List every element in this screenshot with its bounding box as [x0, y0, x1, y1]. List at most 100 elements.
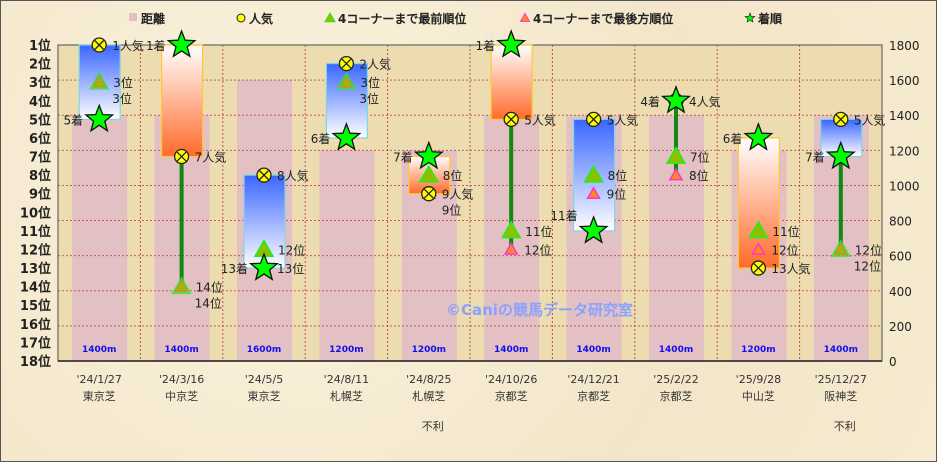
x-tick-course: 東京芝 [83, 389, 116, 403]
popularity-cross [341, 58, 352, 69]
popularity-label: 4人気 [689, 94, 721, 109]
finish-label: 7着 [805, 150, 825, 165]
popularity-marker [750, 260, 767, 276]
best-corner-label: 11位 [772, 224, 799, 239]
worst-corner-label: 3位 [359, 91, 379, 106]
worst-corner-label: 8位 [689, 168, 709, 183]
best-corner-marker [500, 220, 522, 239]
legend-label: 着順 [757, 11, 783, 26]
left-axis-tick-label: 10位 [20, 205, 51, 221]
x-tick-course: 阪神芝 [824, 389, 857, 403]
finish-star-marker [331, 122, 362, 151]
distance-label: 1200m [412, 345, 446, 355]
left-axis-tick-label: 17位 [20, 335, 51, 351]
best-corner-label: 3位 [113, 75, 133, 90]
best-corner-label: 12位 [855, 242, 882, 257]
worst-corner-label: 3位 [112, 91, 132, 106]
x-tick-date: '25/9/28 [736, 373, 781, 386]
worst-corner-marker [668, 167, 684, 181]
best-corner-marker [665, 146, 687, 165]
best-corner-label: 14位 [196, 280, 223, 295]
distance-label: 1400m [576, 345, 610, 355]
x-tick-date: '24/8/25 [406, 373, 451, 386]
best-corner-label: 7位 [690, 150, 710, 165]
popularity-cross [835, 114, 846, 125]
worst-corner-label: 13位 [277, 261, 304, 276]
left-axis-tick-label: 16位 [20, 317, 51, 333]
worst-corner-marker [751, 241, 766, 255]
left-axis-tick-label: 9位 [29, 187, 51, 203]
x-tick-date: '24/1/27 [76, 373, 121, 386]
distance-label: 1200m [329, 345, 363, 355]
popularity-label: 9人気 [442, 187, 474, 202]
legend-label: 4コーナーまで最後方順位 [533, 11, 673, 26]
legend-label: 人気 [249, 11, 273, 26]
x-tick-date: '24/5/5 [245, 373, 283, 386]
finish-label: 4着 [640, 94, 660, 109]
finish-label: 1着 [476, 38, 496, 53]
worst-corner-label: 14位 [195, 296, 222, 311]
distance-label: 1600m [247, 345, 281, 355]
popularity-finish-box [161, 44, 204, 158]
best-corner-label: 3位 [360, 75, 380, 90]
watermark: ©Caniの競馬データ研究室 [446, 301, 633, 319]
finish-label: 5着 [64, 112, 84, 127]
best-corner-marker [88, 71, 110, 90]
popularity-marker [338, 55, 355, 72]
popularity-marker [585, 111, 602, 128]
distance-label: 1400m [494, 345, 528, 355]
legend-swatch-finish [744, 12, 756, 23]
right-axis-tick-label: 600 [889, 250, 912, 264]
popularity-label: 13人気 [771, 261, 810, 276]
finish-label: 1着 [146, 38, 166, 53]
x-tick-course: 京都芝 [660, 389, 693, 403]
x-tick-course: 中山芝 [742, 390, 775, 403]
worst-corner-label: 9位 [442, 203, 462, 218]
right-axis-tick-label: 400 [889, 285, 912, 299]
left-axis-tick-label: 8位 [29, 168, 51, 184]
x-tick-date: '25/12/27 [815, 373, 867, 386]
right-axis-tick-label: 1200 [889, 144, 920, 158]
popularity-cross [94, 40, 105, 50]
best-corner-label: 12位 [278, 242, 305, 257]
popularity-marker [833, 111, 849, 128]
finish-star-marker [248, 252, 280, 281]
finish-star-marker [825, 140, 856, 170]
worst-corner-label: 12位 [854, 258, 881, 273]
distance-label: 1400m [164, 345, 198, 355]
popularity-label: 5人気 [607, 112, 639, 127]
distance-label: 1400m [659, 345, 693, 355]
x-tick-course: 京都芝 [495, 389, 528, 403]
popularity-label: 5人気 [854, 112, 886, 127]
best-corner-marker [748, 220, 769, 239]
x-tick-note: 不利 [422, 420, 444, 433]
finish-label: 6着 [311, 131, 331, 146]
legend-swatch-worst-corner [519, 12, 531, 22]
left-axis-tick-label: 4位 [29, 94, 51, 110]
x-tick-date: '25/2/22 [653, 373, 698, 386]
best-corner-marker [830, 238, 852, 257]
legend-label: 4コーナーまで最前順位 [338, 11, 466, 26]
best-corner-label: 8位 [443, 168, 463, 183]
finish-star-marker [660, 84, 692, 114]
finish-star-marker [496, 29, 527, 58]
best-corner-label: 8位 [608, 168, 628, 183]
popularity-marker [256, 167, 272, 183]
right-axis-tick-label: 800 [889, 215, 912, 229]
left-axis-tick-label: 13位 [20, 261, 51, 277]
popularity-cross [506, 114, 517, 125]
best-corner-marker [418, 164, 440, 183]
popularity-label: 1人気 [112, 38, 144, 53]
finish-star-marker [578, 215, 609, 244]
left-axis-tick-label: 3位 [29, 75, 51, 91]
left-axis-tick-label: 1位 [29, 38, 51, 54]
x-tick-course: 札幌芝 [412, 389, 445, 403]
x-tick-date: '24/8/11 [324, 373, 369, 386]
popularity-cross [259, 170, 269, 181]
popularity-marker [173, 148, 190, 165]
popularity-marker [91, 37, 107, 53]
left-axis-tick-label: 2位 [29, 57, 51, 73]
best-corner-marker [171, 276, 192, 295]
left-axis-tick-label: 15位 [20, 298, 51, 314]
